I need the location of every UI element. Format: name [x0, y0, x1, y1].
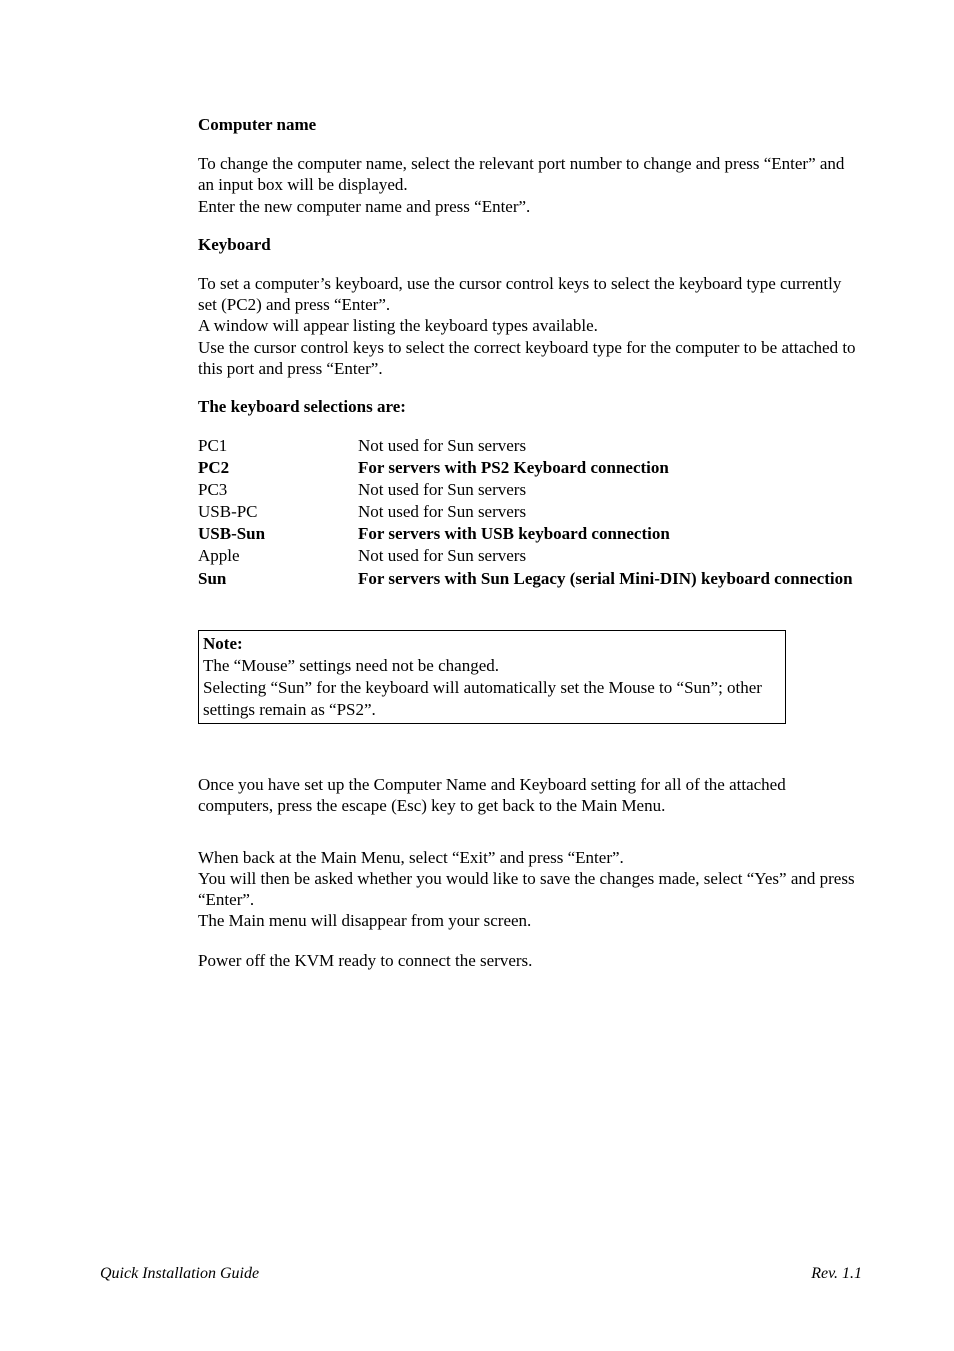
- kb-name: Sun: [198, 568, 358, 590]
- kb-name: USB-PC: [198, 501, 358, 523]
- text-kb-1: To set a computer’s keyboard, use the cu…: [198, 274, 841, 314]
- text-kb-2: A window will appear listing the keyboar…: [198, 316, 598, 335]
- paragraph-kb: To set a computer’s keyboard, use the cu…: [198, 273, 862, 379]
- footer-right: Rev. 1.1: [811, 1265, 862, 1283]
- note-title: Note:: [203, 634, 243, 653]
- note-line-2: Selecting “Sun” for the keyboard will au…: [203, 678, 762, 719]
- text-post-2b: You will then be asked whether you would…: [198, 869, 855, 909]
- kb-desc: For servers with Sun Legacy (serial Mini…: [358, 568, 862, 590]
- spacer: [198, 724, 862, 774]
- paragraph-cn: To change the computer name, select the …: [198, 153, 862, 217]
- text-post-2c: The Main menu will disappear from your s…: [198, 911, 531, 930]
- document-page: Computer name To change the computer nam…: [0, 0, 954, 1351]
- kb-desc: For servers with USB keyboard connection: [358, 523, 862, 545]
- paragraph-post-2: When back at the Main Menu, select “Exit…: [198, 847, 862, 932]
- kb-desc: For servers with PS2 Keyboard connection: [358, 457, 862, 479]
- kb-desc: Not used for Sun servers: [358, 501, 862, 523]
- spacer: [198, 835, 862, 847]
- keyboard-selection-table: PC1 Not used for Sun servers PC2 For ser…: [198, 435, 862, 590]
- table-row: Sun For servers with Sun Legacy (serial …: [198, 568, 862, 590]
- kb-desc: Not used for Sun servers: [358, 545, 862, 567]
- note-line-1: The “Mouse” settings need not be changed…: [203, 656, 499, 675]
- text-kb-3: Use the cursor control keys to select th…: [198, 338, 856, 378]
- heading-keyboard: Keyboard: [198, 235, 862, 255]
- text-cn-1: To change the computer name, select the …: [198, 154, 844, 194]
- kb-name: Apple: [198, 545, 358, 567]
- table-row: PC2 For servers with PS2 Keyboard connec…: [198, 457, 862, 479]
- table-row: PC3 Not used for Sun servers: [198, 479, 862, 501]
- table-row: USB-Sun For servers with USB keyboard co…: [198, 523, 862, 545]
- kb-name: USB-Sun: [198, 523, 358, 545]
- paragraph-post-3: Power off the KVM ready to connect the s…: [198, 950, 862, 971]
- kb-desc: Not used for Sun servers: [358, 435, 862, 457]
- kb-name: PC2: [198, 457, 358, 479]
- kb-name: PC3: [198, 479, 358, 501]
- paragraph-post-1: Once you have set up the Computer Name a…: [198, 774, 862, 817]
- footer-left: Quick Installation Guide: [100, 1265, 259, 1283]
- text-cn-2: Enter the new computer name and press “E…: [198, 197, 530, 216]
- note-box: Note: The “Mouse” settings need not be c…: [198, 630, 786, 724]
- heading-selections: The keyboard selections are:: [198, 397, 862, 417]
- kb-desc: Not used for Sun servers: [358, 479, 862, 501]
- table-row: PC1 Not used for Sun servers: [198, 435, 862, 457]
- text-post-2a: When back at the Main Menu, select “Exit…: [198, 848, 624, 867]
- table-row: Apple Not used for Sun servers: [198, 545, 862, 567]
- table-row: USB-PC Not used for Sun servers: [198, 501, 862, 523]
- heading-computer-name: Computer name: [198, 115, 862, 135]
- page-footer: Quick Installation Guide Rev. 1.1: [100, 1265, 862, 1283]
- kb-name: PC1: [198, 435, 358, 457]
